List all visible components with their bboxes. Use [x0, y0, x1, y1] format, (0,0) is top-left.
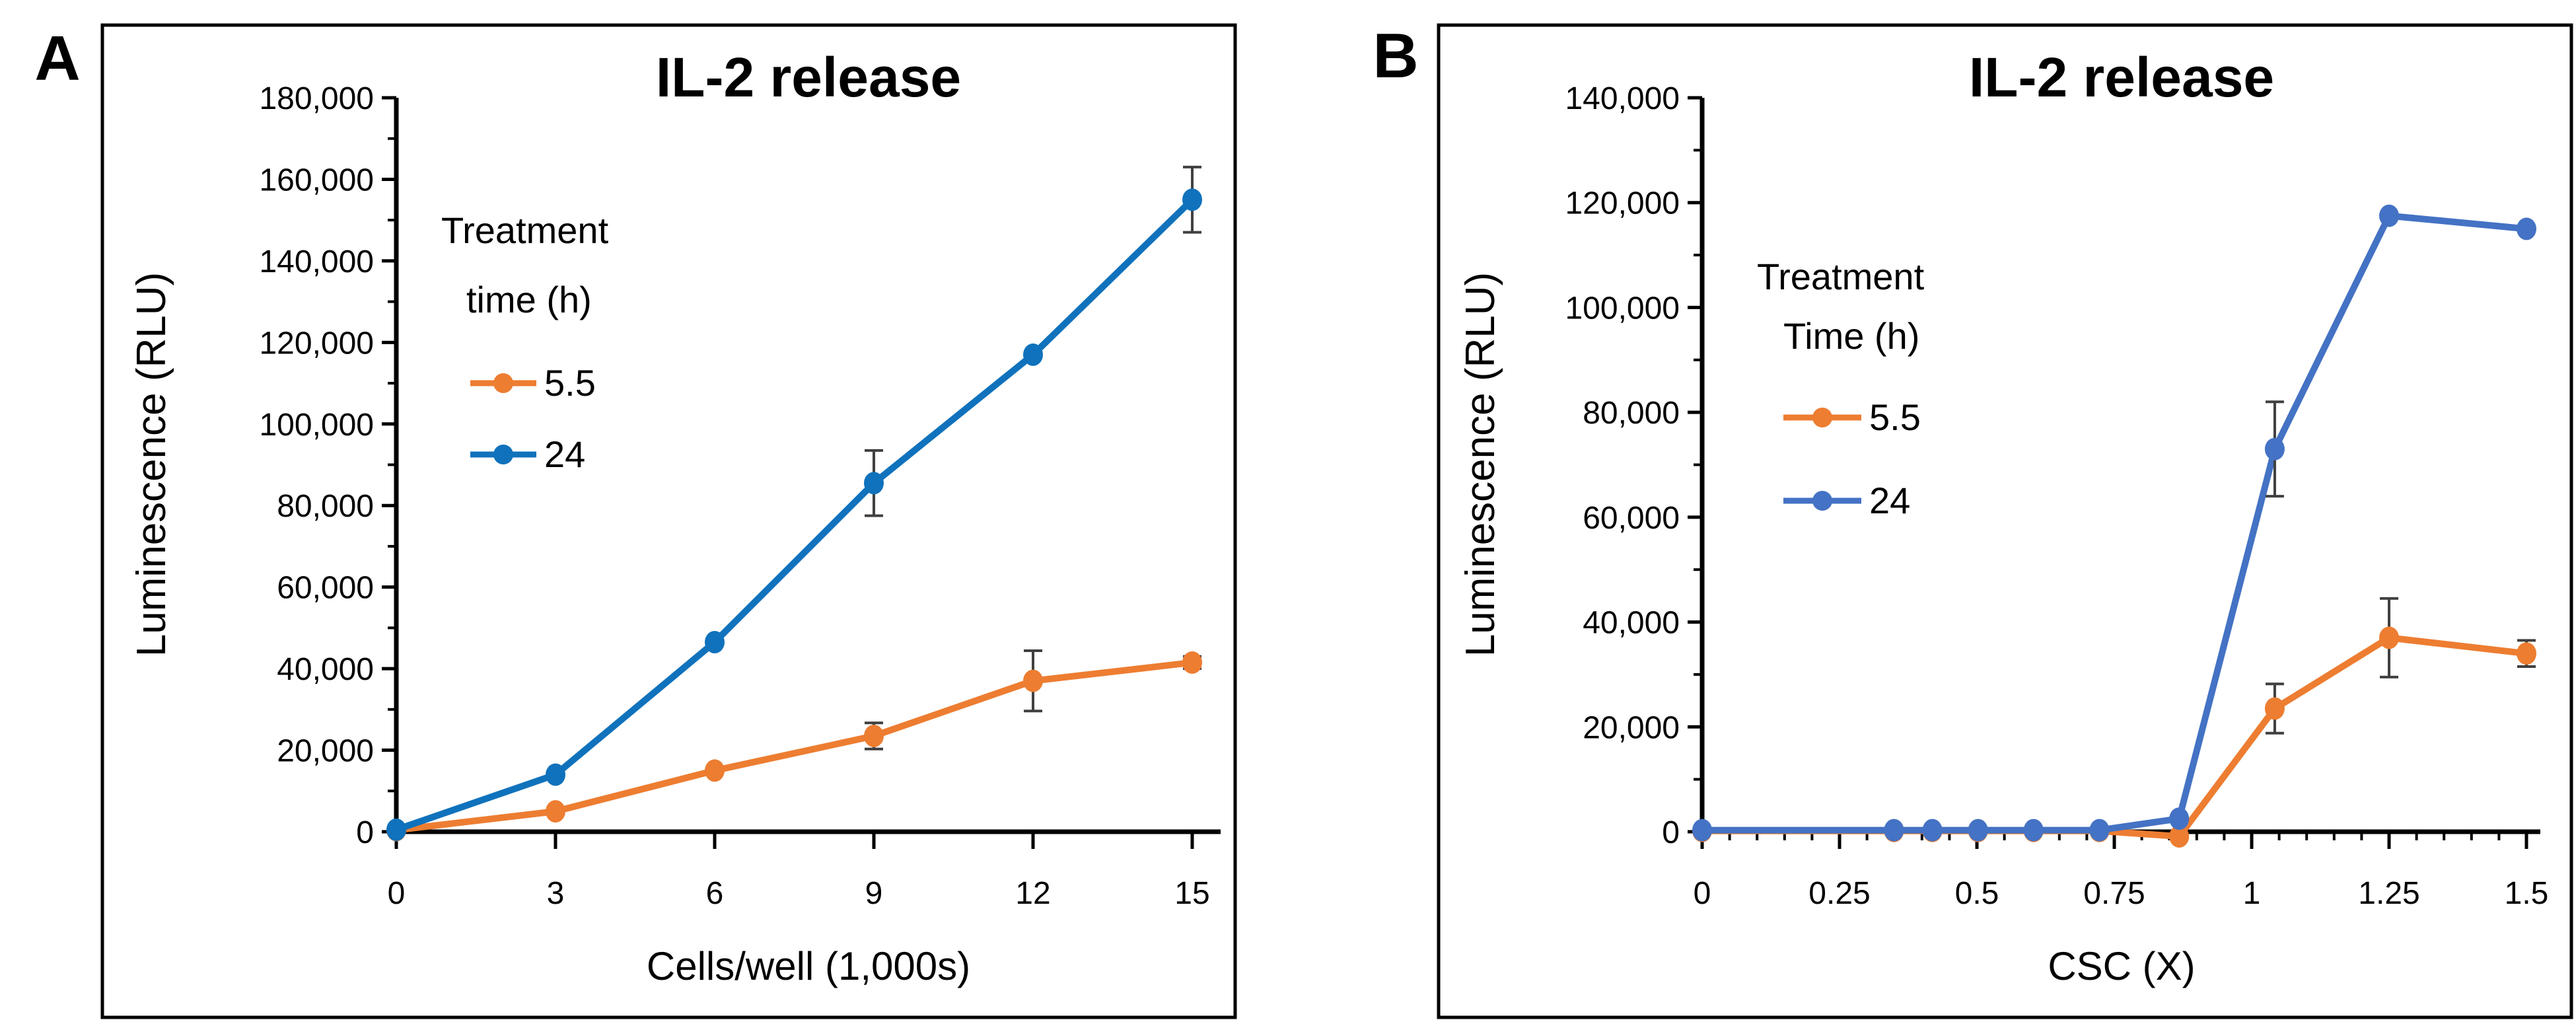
- data-point-marker: [2264, 697, 2285, 720]
- y-tick-label: 80,000: [1583, 396, 1680, 431]
- panel-label-A: A: [34, 23, 80, 94]
- data-point-marker: [546, 800, 565, 823]
- series-line: [393, 659, 1196, 834]
- series-line: [393, 196, 1196, 833]
- data-point-marker: [2517, 217, 2536, 240]
- data-point-marker: [864, 725, 884, 747]
- panel-A-border: [100, 23, 1237, 1019]
- y-tick-label: 40,000: [277, 652, 374, 687]
- legend-entry-label: 5.5: [544, 362, 596, 404]
- y-tick-label: 100,000: [259, 408, 374, 443]
- series-24: [1692, 204, 2536, 842]
- series-line: [1699, 212, 2530, 834]
- y-tick-label: 0: [356, 815, 374, 850]
- data-point-marker: [2264, 437, 2285, 460]
- y-tick-label: 0: [1662, 815, 1680, 850]
- series-24: [386, 165, 1202, 841]
- legend-title-line1: Treatment: [441, 209, 609, 251]
- data-point-marker: [2169, 825, 2190, 848]
- data-point-marker: [864, 472, 884, 495]
- data-point-marker: [2379, 204, 2399, 227]
- y-tick-label: 160,000: [259, 163, 374, 198]
- data-point-marker: [2517, 642, 2536, 665]
- y-tick-label: 140,000: [259, 244, 374, 279]
- legend-marker-dot: [493, 373, 513, 393]
- y-tick-label: 140,000: [1565, 81, 1680, 116]
- panel-label-B: B: [1373, 20, 1418, 91]
- data-point-marker: [1182, 188, 1202, 211]
- y-tick-label: 180,000: [259, 81, 374, 116]
- y-tick-label: 100,000: [1565, 291, 1680, 326]
- legend: Treatment time (h) 5.5 24: [441, 209, 609, 475]
- x-tick-label: 12: [1015, 876, 1050, 911]
- data-point-marker: [546, 763, 565, 786]
- x-tick-label: 6: [706, 876, 724, 911]
- panel-A: A IL-2 release 0 20,000 40,000 60,000 80,000 10…: [34, 23, 1237, 1019]
- data-point-marker: [705, 759, 725, 782]
- panel-B-border: [1437, 23, 2573, 1019]
- data-point-marker: [1023, 669, 1043, 692]
- x-tick-label: 1.25: [2358, 876, 2419, 911]
- y-tick-label: 40,000: [1583, 606, 1680, 641]
- legend-marker-dot: [1812, 408, 1832, 427]
- legend-title-line2: time (h): [466, 279, 592, 320]
- x-tick-label: 0: [388, 876, 406, 911]
- legend-title-line2: Time (h): [1783, 315, 1919, 357]
- data-point-marker: [2169, 807, 2190, 830]
- data-point-marker: [1922, 819, 1943, 842]
- data-point-marker: [1692, 819, 1712, 842]
- legend-entry-label: 24: [1869, 480, 1910, 521]
- legend-marker-dot: [1812, 491, 1832, 511]
- data-point-marker: [2089, 819, 2110, 842]
- y-axis-title: Luminescence (RLU): [129, 272, 174, 657]
- x-tick-label: 0.75: [2083, 876, 2145, 911]
- data-point-marker: [2023, 819, 2044, 842]
- legend-entry-label: 24: [544, 433, 585, 475]
- x-tick-label: 9: [865, 876, 883, 911]
- panel-B: B IL-2 release020,00040,00060,00080,00010…: [1373, 20, 2573, 1019]
- y-tick-label: 60,000: [277, 571, 374, 606]
- data-point-marker: [1884, 819, 1904, 842]
- y-tick-label: 60,000: [1583, 501, 1680, 536]
- y-tick-label: 120,000: [1565, 186, 1680, 221]
- x-tick-label: 0: [1694, 876, 1711, 911]
- legend-marker-dot: [493, 445, 513, 464]
- x-tick-label: 15: [1174, 876, 1209, 911]
- data-point-marker: [2379, 626, 2399, 649]
- data-point-marker: [1968, 819, 1988, 842]
- x-tick-label: 1: [2243, 876, 2261, 911]
- data-point-marker: [1182, 651, 1202, 674]
- x-tick-label: 1.5: [2505, 876, 2549, 911]
- data-point-marker: [1023, 343, 1043, 366]
- legend-title-line1: Treatment: [1757, 256, 1925, 297]
- data-point-marker: [386, 818, 406, 841]
- legend-entry-label: 5.5: [1869, 396, 1921, 438]
- data-point-marker: [705, 631, 725, 653]
- y-tick-label: 20,000: [1583, 710, 1680, 745]
- legend: Treatment Time (h) 5.5 24: [1757, 256, 1925, 521]
- x-tick-label: 0.25: [1808, 876, 1870, 911]
- x-tick-label: 0.5: [1955, 876, 1999, 911]
- x-axis-title: CSC (X): [2048, 944, 2195, 988]
- y-axis-title: Luminescence (RLU): [1458, 272, 1503, 657]
- y-tick-label: 120,000: [259, 326, 374, 361]
- y-tick-label: 20,000: [277, 734, 374, 769]
- y-tick-label: 80,000: [277, 489, 374, 524]
- chart-title: IL-2 release: [656, 46, 961, 108]
- x-tick-label: 3: [547, 876, 565, 911]
- chart-title: IL-2 release: [1969, 46, 2274, 108]
- x-axis-title: Cells/well (1,000s): [647, 944, 970, 988]
